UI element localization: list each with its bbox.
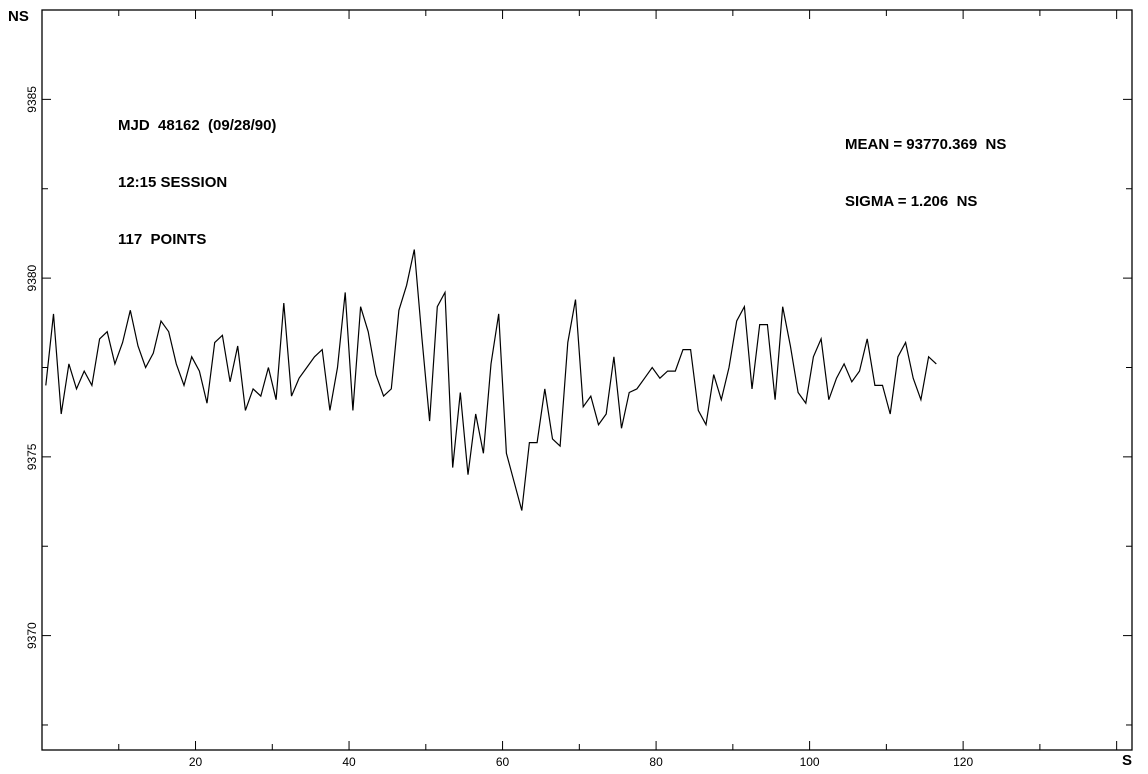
y-tick-label: 9375: [25, 443, 39, 470]
x-tick-label: 20: [189, 755, 203, 769]
x-tick-label: 120: [953, 755, 973, 769]
y-tick-label: 9380: [25, 264, 39, 291]
x-tick-label: 80: [649, 755, 663, 769]
mjd-line: MJD 48162 (09/28/90): [118, 117, 277, 134]
y-tick-label: 9370: [25, 622, 39, 649]
stats-info: MEAN = 93770.369 NS SIGMA = 1.206 NS: [845, 97, 1006, 230]
mean-line: MEAN = 93770.369 NS: [845, 136, 1007, 153]
x-tick-label: 100: [800, 755, 820, 769]
points-line: 117 POINTS: [118, 231, 207, 248]
y-axis-label: NS: [8, 8, 29, 25]
y-tick-labels: 9370 9375 9380 9385: [25, 86, 39, 649]
y-tick-label: 9385: [25, 86, 39, 113]
session-line: 12:15 SESSION: [118, 174, 228, 191]
x-tick-labels: 20 40 60 80 100 120: [189, 755, 974, 769]
sigma-line: SIGMA = 1.206 NS: [845, 193, 978, 210]
x-tick-label: 60: [496, 755, 510, 769]
session-info: MJD 48162 (09/28/90) 12:15 SESSION 117 P…: [118, 78, 276, 268]
plot-frame: [41, 9, 1133, 751]
x-tick-label: 40: [342, 755, 356, 769]
data-series-line: [45, 249, 937, 511]
axis-ticks: [42, 10, 1132, 750]
x-axis-label: S: [1122, 752, 1133, 769]
